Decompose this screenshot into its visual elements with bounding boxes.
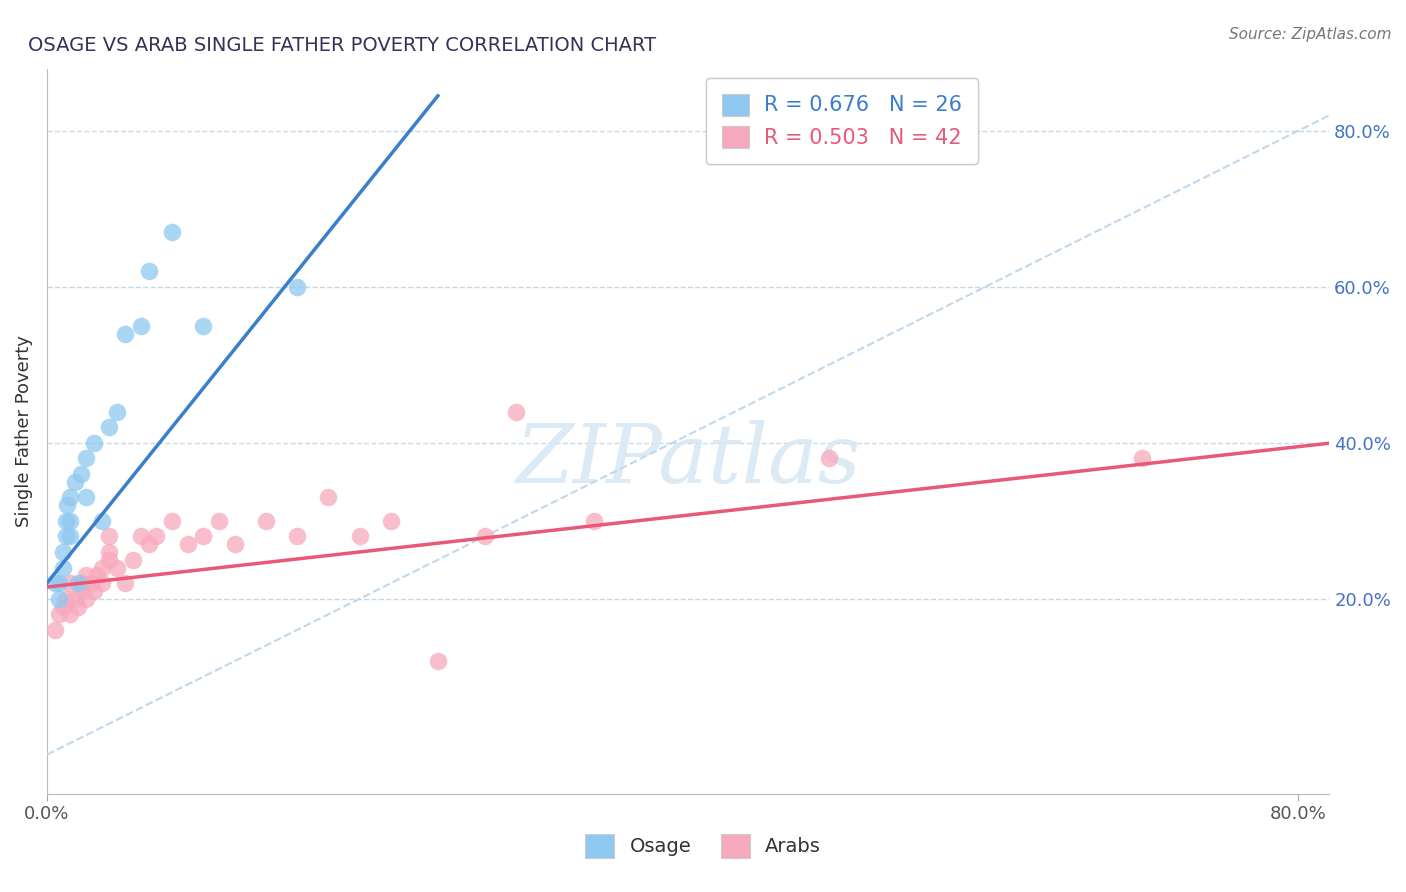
Point	[160, 225, 183, 239]
Point	[44, 576, 66, 591]
Point	[105, 404, 128, 418]
Point	[105, 560, 128, 574]
Point	[48, 607, 70, 622]
Point	[505, 404, 527, 418]
Point	[285, 529, 308, 543]
Point	[67, 576, 90, 591]
Point	[75, 491, 97, 505]
Point	[83, 583, 105, 598]
Point	[114, 326, 136, 341]
Point	[51, 599, 73, 614]
Point	[70, 576, 93, 591]
Point	[48, 591, 70, 606]
Point	[63, 591, 86, 606]
Point	[86, 568, 108, 582]
Point	[90, 560, 112, 574]
Point	[426, 654, 449, 668]
Point	[90, 514, 112, 528]
Text: Source: ZipAtlas.com: Source: ZipAtlas.com	[1229, 27, 1392, 42]
Point	[59, 514, 82, 528]
Point	[318, 491, 340, 505]
Point	[138, 537, 160, 551]
Point	[75, 568, 97, 582]
Legend: Osage, Arabs: Osage, Arabs	[569, 819, 837, 873]
Point	[285, 280, 308, 294]
Point	[44, 623, 66, 637]
Text: OSAGE VS ARAB SINGLE FATHER POVERTY CORRELATION CHART: OSAGE VS ARAB SINGLE FATHER POVERTY CORR…	[28, 36, 657, 54]
Point	[51, 560, 73, 574]
Point	[193, 318, 215, 333]
Point	[129, 529, 152, 543]
Point	[55, 529, 77, 543]
Point	[75, 591, 97, 606]
Point	[83, 435, 105, 450]
Point	[59, 529, 82, 543]
Point	[63, 475, 86, 489]
Point	[224, 537, 246, 551]
Point	[75, 451, 97, 466]
Point	[160, 514, 183, 528]
Point	[98, 545, 121, 559]
Point	[70, 583, 93, 598]
Point	[208, 514, 231, 528]
Point	[55, 514, 77, 528]
Point	[817, 451, 839, 466]
Point	[583, 514, 606, 528]
Point	[254, 514, 277, 528]
Legend: R = 0.676   N = 26, R = 0.503   N = 42: R = 0.676 N = 26, R = 0.503 N = 42	[706, 78, 979, 164]
Y-axis label: Single Father Poverty: Single Father Poverty	[15, 335, 32, 527]
Point	[90, 576, 112, 591]
Point	[1130, 451, 1153, 466]
Point	[56, 498, 79, 512]
Point	[129, 318, 152, 333]
Point	[474, 529, 496, 543]
Point	[176, 537, 198, 551]
Point	[70, 467, 93, 481]
Point	[138, 264, 160, 278]
Point	[145, 529, 167, 543]
Point	[193, 529, 215, 543]
Point	[51, 545, 73, 559]
Point	[98, 553, 121, 567]
Point	[98, 420, 121, 434]
Point	[98, 529, 121, 543]
Point	[122, 553, 145, 567]
Point	[67, 599, 90, 614]
Point	[349, 529, 371, 543]
Point	[55, 591, 77, 606]
Point	[380, 514, 402, 528]
Point	[59, 576, 82, 591]
Point	[114, 576, 136, 591]
Text: ZIPatlas: ZIPatlas	[516, 420, 860, 500]
Point	[59, 607, 82, 622]
Point	[79, 576, 101, 591]
Point	[59, 491, 82, 505]
Point	[48, 576, 70, 591]
